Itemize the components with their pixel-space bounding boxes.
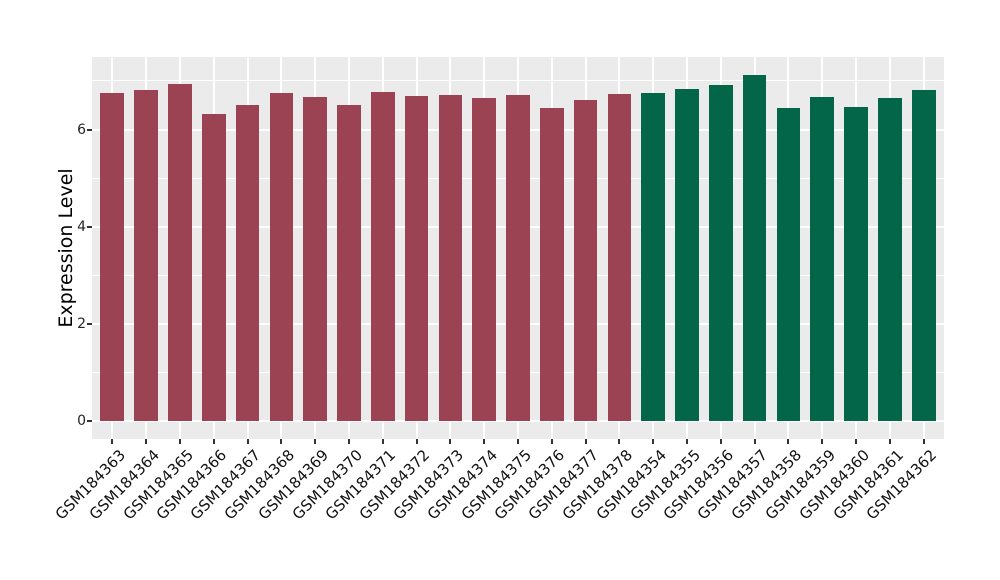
bar bbox=[438, 95, 463, 422]
x-tick-mark bbox=[415, 439, 418, 444]
x-tick-mark bbox=[314, 439, 317, 444]
x-tick-mark bbox=[517, 439, 519, 444]
y-tick-mark bbox=[87, 420, 92, 423]
x-tick-mark bbox=[888, 439, 891, 444]
x-tick-mark bbox=[584, 439, 587, 444]
x-tick-mark bbox=[550, 439, 553, 444]
bar bbox=[235, 105, 260, 422]
bar bbox=[168, 83, 192, 422]
bar bbox=[810, 97, 835, 422]
bar bbox=[100, 93, 125, 422]
bar bbox=[370, 92, 395, 422]
x-tick-mark bbox=[821, 439, 824, 444]
y-tick-label: 2 bbox=[77, 316, 86, 333]
bar bbox=[911, 90, 936, 422]
x-tick-mark bbox=[686, 439, 689, 444]
bar bbox=[709, 85, 733, 422]
bar bbox=[201, 114, 226, 422]
x-tick-mark bbox=[280, 439, 283, 444]
bar bbox=[472, 97, 496, 422]
x-tick-mark bbox=[145, 439, 148, 444]
x-tick-mark bbox=[212, 439, 215, 444]
bar bbox=[607, 93, 632, 422]
bar bbox=[506, 94, 530, 422]
y-tick-label: 6 bbox=[77, 121, 86, 138]
x-tick-mark bbox=[618, 439, 621, 444]
bar bbox=[776, 108, 801, 422]
bar bbox=[641, 92, 666, 422]
x-tick-mark bbox=[246, 439, 249, 444]
x-tick-mark bbox=[787, 439, 790, 444]
bar bbox=[844, 107, 868, 422]
bar bbox=[134, 90, 158, 422]
y-tick-mark bbox=[87, 128, 92, 131]
x-tick-mark bbox=[753, 439, 756, 444]
x-tick-mark bbox=[483, 439, 486, 444]
x-tick-mark bbox=[381, 439, 384, 444]
y-tick-label: 4 bbox=[77, 218, 86, 235]
bar bbox=[404, 95, 429, 422]
bar bbox=[878, 98, 902, 422]
x-tick-mark bbox=[652, 439, 655, 444]
y-tick-mark bbox=[87, 225, 92, 228]
x-tick-mark bbox=[449, 439, 452, 444]
x-tick-mark bbox=[922, 439, 925, 444]
y-tick-label: 0 bbox=[77, 413, 86, 430]
bar bbox=[573, 99, 598, 422]
bar bbox=[675, 88, 699, 422]
x-tick-mark bbox=[719, 439, 722, 444]
x-tick-mark bbox=[178, 439, 181, 444]
bar bbox=[337, 104, 361, 422]
x-tick-mark bbox=[111, 439, 114, 444]
bar bbox=[742, 74, 767, 422]
x-tick-mark bbox=[347, 439, 350, 444]
y-axis-title: Expression Level bbox=[55, 168, 77, 328]
x-tick-mark bbox=[855, 439, 858, 444]
plot-panel bbox=[92, 57, 944, 439]
bar bbox=[539, 107, 564, 422]
y-tick-mark bbox=[87, 323, 92, 326]
bar bbox=[303, 96, 327, 422]
bar bbox=[269, 92, 294, 422]
